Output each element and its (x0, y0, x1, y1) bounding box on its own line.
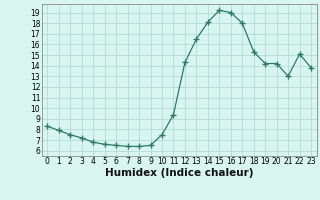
X-axis label: Humidex (Indice chaleur): Humidex (Indice chaleur) (105, 168, 253, 178)
